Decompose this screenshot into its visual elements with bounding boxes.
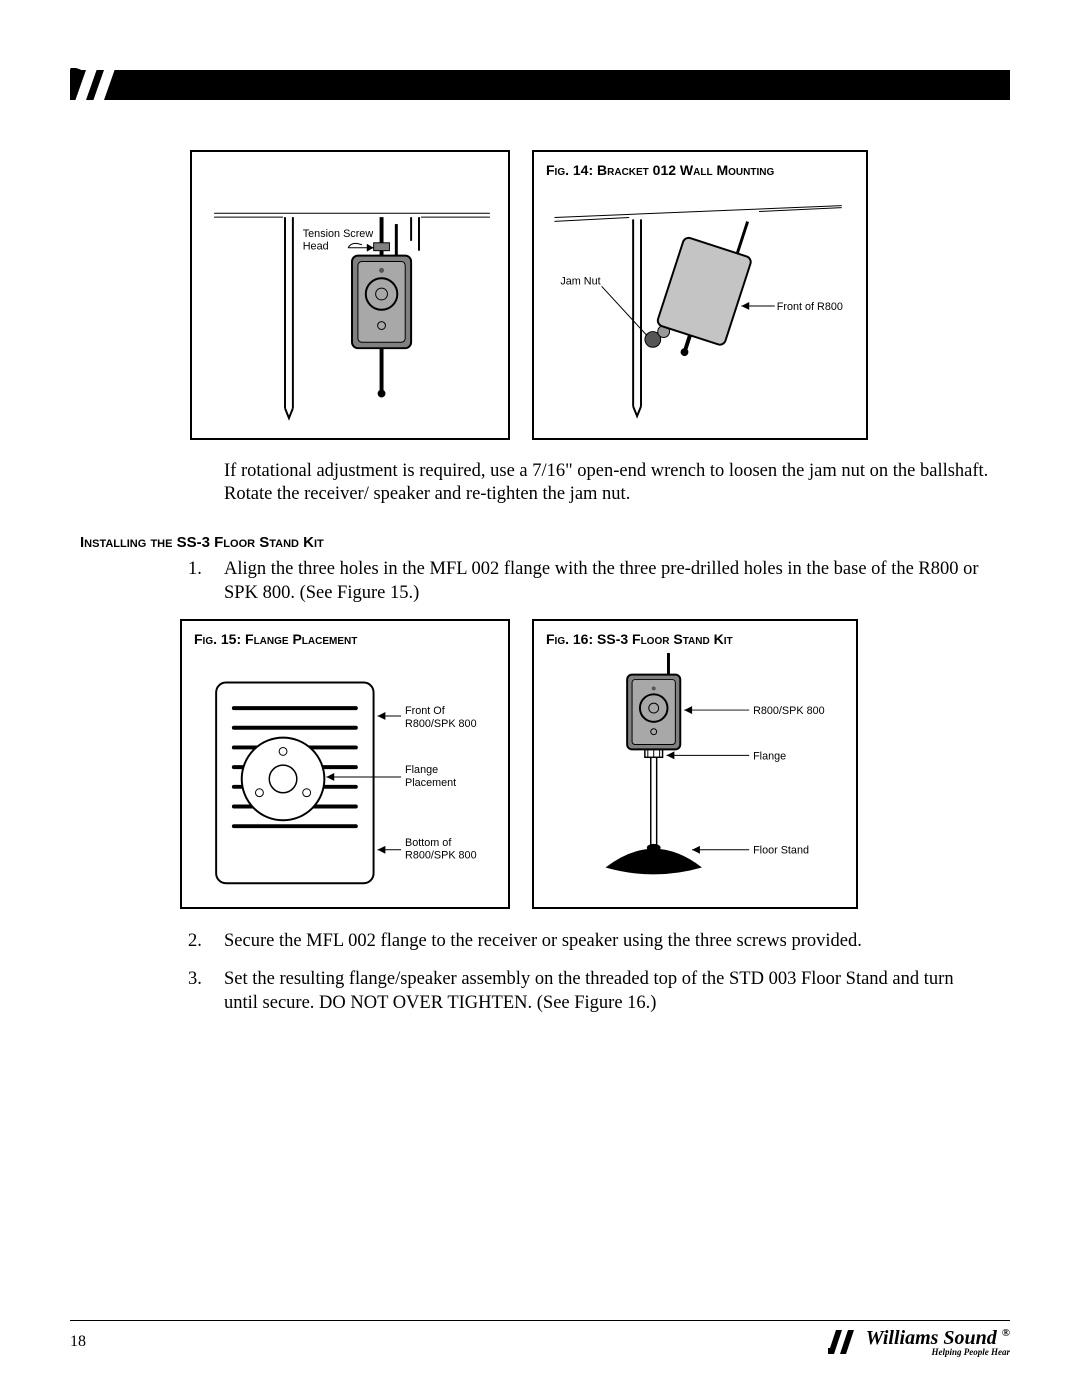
figure-15-title: Fig. 15: Flange Placement	[194, 631, 496, 647]
figure-13-box: Tension Screw Head	[190, 150, 510, 440]
step-1-num: 1.	[188, 557, 224, 605]
label-flange16: Flange	[753, 751, 786, 763]
brand-text: Williams Sound ® Helping People Hear	[866, 1327, 1010, 1357]
label-front-r800: Front of R800	[777, 301, 843, 313]
figure-16-diagram: R800/SPK 800 Flange Floor Stand	[546, 653, 848, 897]
brand-name: Williams Sound	[866, 1327, 997, 1349]
figure-16-box: Fig. 16: SS-3 Floor Stand Kit	[532, 619, 858, 909]
brand-reg: ®	[1002, 1327, 1010, 1339]
brand-logo: Williams Sound ® Helping People Hear	[828, 1327, 1010, 1357]
page-footer: 18 Williams Sound ® Helping People Hear	[70, 1320, 1010, 1357]
step-1: 1. Align the three holes in the MFL 002 …	[188, 557, 990, 605]
header-slash-icon	[70, 68, 130, 102]
step-3-num: 3.	[188, 967, 224, 1015]
label-bottom: Bottom of	[405, 837, 452, 849]
figure-14-title: Fig. 14: Bracket 012 Wall Mounting	[546, 162, 854, 178]
figure-15-box: Fig. 15: Flange Placement	[180, 619, 510, 909]
figure-15-diagram: Front Of R800/SPK 800 Flange Placement B…	[194, 653, 500, 897]
label-bottom2: R800/SPK 800	[405, 850, 477, 862]
label-r800spk: R800/SPK 800	[753, 705, 825, 717]
figure-row-2: Fig. 15: Flange Placement	[180, 619, 1010, 909]
page-number: 18	[70, 1333, 86, 1351]
figure-row-1: Tension Screw Head Fig. 14: Bracket 012 …	[190, 150, 1010, 440]
figure-13-diagram: Tension Screw Head	[204, 162, 500, 428]
label-tension-screw: Tension Screw	[303, 228, 374, 240]
label-floor-stand: Floor Stand	[753, 845, 809, 857]
figure-16-title: Fig. 16: SS-3 Floor Stand Kit	[546, 631, 844, 647]
section-heading-ss3: Installing the SS-3 Floor Stand Kit	[80, 534, 1010, 551]
figure-14-diagram: Jam Nut Front of R800	[546, 184, 858, 426]
header-bar	[70, 70, 1010, 100]
step-2-text: Secure the MFL 002 flange to the receive…	[224, 929, 990, 953]
step-2: 2. Secure the MFL 002 flange to the rece…	[188, 929, 990, 953]
page: Tension Screw Head Fig. 14: Bracket 012 …	[0, 0, 1080, 1397]
content-area: Tension Screw Head Fig. 14: Bracket 012 …	[70, 150, 1010, 1015]
label-placement: Placement	[405, 777, 456, 789]
step-3: 3. Set the resulting flange/speaker asse…	[188, 967, 990, 1015]
figure-14-box: Fig. 14: Bracket 012 Wall Mounting	[532, 150, 868, 440]
label-front-r800spk: R800/SPK 800	[405, 718, 477, 730]
brand-slash-icon	[828, 1330, 862, 1354]
step-3-text: Set the resulting flange/speaker assembl…	[224, 967, 990, 1015]
paragraph-rotational-adjustment: If rotational adjustment is required, us…	[224, 460, 990, 506]
step-1-text: Align the three holes in the MFL 002 fla…	[224, 557, 990, 605]
label-front-of: Front Of	[405, 705, 446, 717]
label-head: Head	[303, 241, 329, 253]
label-flange: Flange	[405, 764, 438, 776]
label-jam-nut: Jam Nut	[560, 275, 600, 287]
step-2-num: 2.	[188, 929, 224, 953]
